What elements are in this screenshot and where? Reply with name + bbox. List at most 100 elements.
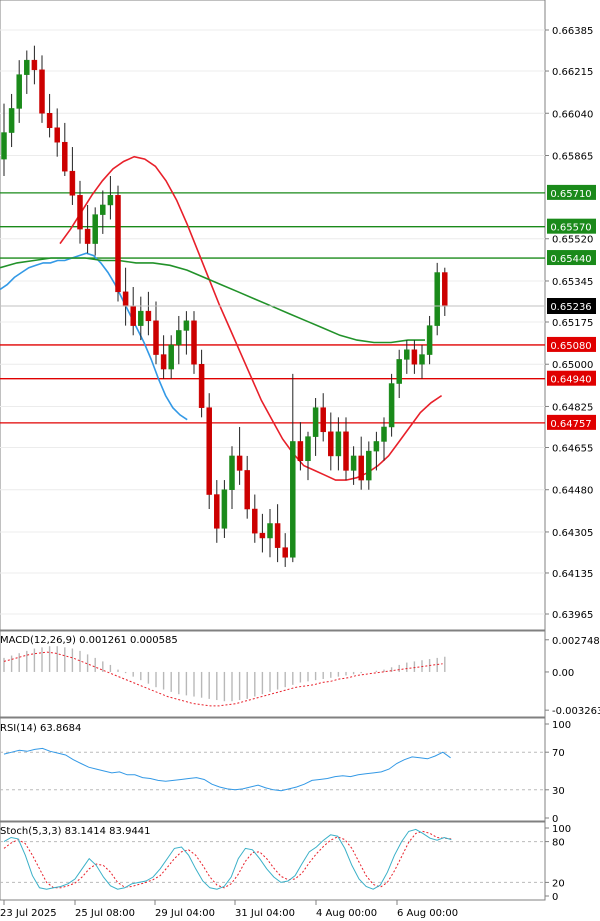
price-tick-label: 0.64135	[552, 569, 593, 580]
candle	[252, 494, 258, 543]
candle	[350, 446, 357, 485]
candle	[168, 335, 174, 379]
moving-average-line	[0, 252, 188, 421]
price-tick-label: 0.64825	[552, 402, 593, 413]
price-tick-label: 0.66040	[552, 109, 593, 120]
candle-body	[252, 508, 258, 534]
moving-averages	[0, 155, 443, 481]
main-panel: 0.66385 0.66215 0.66040 0.65865 0.65520 0.653…	[0, 0, 596, 631]
candle	[419, 344, 425, 379]
candle-body	[107, 195, 114, 206]
moving-average-line	[59, 155, 443, 481]
candle	[198, 349, 205, 418]
stoch-tick-label: 100	[552, 824, 571, 835]
rsi-panel: RSI(14) 63.8684 100 70 30 0	[0, 717, 571, 825]
candle-body	[290, 441, 296, 558]
candle-body	[274, 523, 281, 548]
candle-body	[404, 349, 410, 360]
level-tag-label: 0.65570	[550, 223, 591, 234]
main-grid	[0, 29, 545, 615]
candle	[24, 50, 30, 94]
candle-body	[442, 272, 448, 307]
candle-body	[191, 320, 197, 365]
candle	[183, 311, 190, 355]
candle-body	[62, 141, 68, 172]
candle	[312, 398, 319, 456]
level-lines	[0, 192, 545, 424]
candle-body	[381, 426, 387, 442]
rsi-tick-label: 30	[552, 786, 565, 797]
candle	[229, 446, 235, 510]
candle-body	[229, 455, 235, 490]
candle	[31, 45, 38, 85]
stoch-signal-line	[3, 830, 452, 889]
candle	[8, 93, 15, 148]
candle	[373, 431, 380, 471]
candle	[396, 349, 402, 399]
candle-body	[396, 359, 402, 384]
candle	[206, 393, 212, 510]
candle-body	[168, 344, 174, 370]
candle	[69, 147, 76, 205]
candle-body	[297, 441, 304, 462]
candle-body	[100, 204, 106, 215]
candle-body	[434, 272, 440, 326]
rsi-label: RSI(14) 63.8684	[0, 723, 81, 734]
level-tag	[547, 336, 596, 352]
level-tag-label: 0.65080	[550, 341, 591, 352]
candle	[16, 60, 22, 123]
time-tick-label: 6 Aug 00:00	[397, 908, 458, 919]
candle-body	[31, 59, 38, 71]
candle	[290, 373, 296, 563]
time-axis: 23 Jul 2025 25 Jul 08:00 29 Jul 04:00 31 Ju…	[0, 900, 458, 919]
candle	[46, 93, 53, 138]
candle	[107, 176, 114, 220]
level-tag	[547, 218, 596, 234]
candle-body	[160, 354, 167, 370]
rsi-line	[3, 747, 451, 792]
candle-body	[198, 363, 205, 408]
candle	[426, 315, 433, 365]
stoch-tick-label: 0	[552, 892, 558, 903]
candle-body	[206, 407, 212, 495]
candle-body	[419, 354, 425, 365]
time-tick-label: 23 Jul 2025	[0, 908, 57, 919]
stoch-tick-label: 20	[552, 878, 565, 889]
candle	[388, 373, 395, 437]
rsi-tick-label: 100	[552, 720, 571, 731]
candle	[335, 417, 342, 471]
candle	[92, 207, 98, 256]
candle-body	[69, 170, 76, 196]
candle	[244, 455, 250, 519]
candle	[320, 393, 326, 442]
candle	[84, 204, 91, 254]
candle	[434, 262, 440, 336]
candle-body	[115, 195, 121, 293]
price-tick-label: 0.64305	[552, 528, 593, 539]
candle-body	[236, 455, 243, 471]
price-tick-label: 0.65865	[552, 151, 593, 162]
macd-label: MACD(12,26,9) 0.001261 0.000585	[0, 635, 178, 646]
price-tick-label: 0.66215	[552, 67, 593, 78]
candle	[404, 340, 410, 374]
candle-body	[312, 407, 319, 437]
stoch-tick-label: 80	[552, 838, 565, 849]
level-tag	[547, 414, 596, 430]
rsi-tick-label: 70	[552, 748, 565, 759]
price-tick-label: 0.65175	[552, 318, 593, 329]
moving-average-line	[0, 257, 425, 344]
candle	[236, 426, 243, 485]
macd-tick-label: 0.00	[552, 668, 574, 679]
candle-body	[138, 310, 144, 326]
candle-body	[388, 383, 395, 428]
candle-body	[24, 59, 30, 75]
level-tags: 0.65710 0.65570 0.65440 0.65080 0.64940 0.647…	[547, 184, 596, 430]
candle	[267, 509, 273, 558]
candle-body	[16, 74, 22, 109]
candle	[411, 340, 418, 374]
candle-body	[130, 306, 136, 326]
candle-body	[335, 431, 342, 457]
stoch-levels	[0, 841, 545, 883]
macd-axis: -0.003263 0.00 0.002748	[545, 636, 600, 717]
time-tick-label: 31 Jul 04:00	[235, 908, 295, 919]
